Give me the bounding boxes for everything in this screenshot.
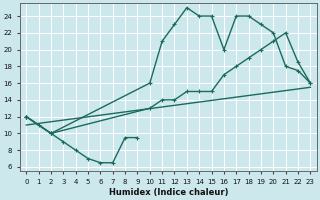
X-axis label: Humidex (Indice chaleur): Humidex (Indice chaleur) [108, 188, 228, 197]
